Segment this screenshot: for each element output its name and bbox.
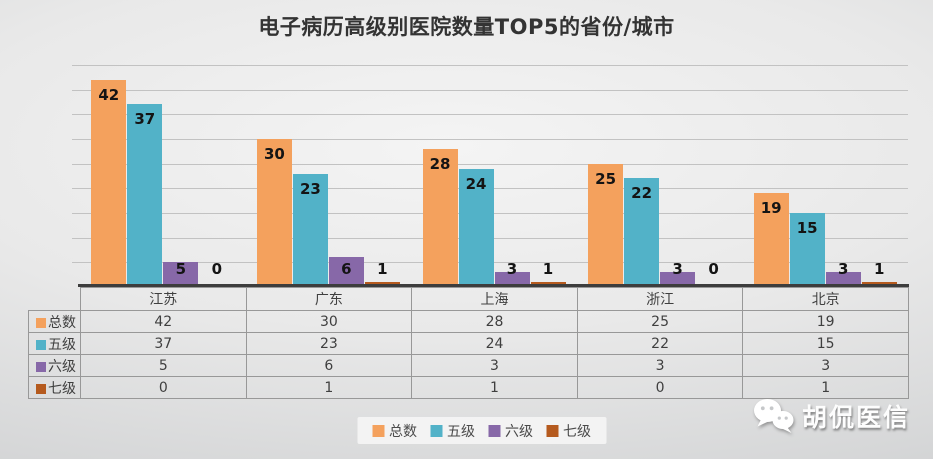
- bar-总数-广东: [256, 139, 292, 287]
- bar-六级-上海: [494, 272, 530, 287]
- table-cell: 5: [80, 354, 247, 377]
- bar-data-label: 28: [429, 154, 451, 173]
- table-cell: 0: [576, 376, 744, 399]
- legend-label: 五级: [447, 423, 475, 440]
- table-cell: 28: [411, 310, 578, 333]
- table-cell: 23: [245, 332, 413, 355]
- bar-六级-浙江: [660, 272, 696, 287]
- legend-key-icon: [36, 339, 46, 350]
- bar-data-label: 24: [465, 174, 487, 193]
- legend-key-icon: [36, 317, 46, 328]
- table-cell: 15: [742, 332, 909, 355]
- series-row-label: 五级: [28, 332, 81, 355]
- table-cell: 22: [576, 332, 744, 355]
- series-row-label: 七级: [28, 376, 81, 399]
- legend-key-icon: [372, 424, 384, 437]
- gridline: [72, 163, 908, 165]
- bar-data-label: 3: [672, 260, 683, 278]
- bar-五级-广东: [292, 173, 328, 287]
- category-header: 广东: [245, 287, 413, 311]
- data-table: 江苏 广东 上海 浙江 北京 总数 42 30 28 25 19 五级 37 23 24 22 15 六级 5 6 3 3…: [28, 287, 909, 399]
- bar-六级-江苏: [163, 262, 199, 287]
- table-cell: 3: [742, 354, 909, 377]
- series-row-label: 总数: [28, 310, 81, 333]
- table-cell: 1: [245, 376, 413, 399]
- table-cell: 3: [411, 354, 578, 377]
- table-cell: 24: [411, 332, 578, 355]
- category-header: 江苏: [80, 287, 247, 311]
- category-header: 浙江: [576, 287, 744, 311]
- bar-data-label: 0: [211, 260, 223, 278]
- legend-item-六级: 六级: [488, 421, 533, 441]
- bar-data-label: 6: [341, 260, 352, 278]
- bar-data-label: 0: [708, 260, 719, 278]
- watermark-text: 胡侃医信: [802, 402, 911, 432]
- legend-key-icon: [430, 424, 442, 437]
- category-header: 上海: [411, 287, 578, 311]
- bar-data-label: 1: [873, 260, 885, 278]
- series-name: 七级: [48, 380, 76, 397]
- bar-data-label: 3: [837, 260, 849, 278]
- bar-data-label: 25: [595, 169, 617, 188]
- category-header: 北京: [742, 287, 909, 311]
- wechat-icon: [754, 399, 794, 433]
- bar-data-label: 3: [506, 260, 518, 278]
- legend-key-icon: [546, 424, 558, 437]
- bar-data-label: 1: [542, 260, 554, 278]
- bar-data-label: 19: [760, 199, 782, 218]
- chart-title: 电子病历高级别医院数量TOP5的省份/城市: [258, 15, 675, 39]
- bar-data-label: 37: [134, 110, 156, 129]
- watermark: 胡侃医信: [753, 397, 910, 434]
- gridline: [72, 139, 908, 140]
- legend-item-七级: 七级: [546, 421, 591, 441]
- gridline: [72, 89, 908, 91]
- legend-key-icon: [488, 424, 500, 437]
- legend-label: 总数: [389, 423, 417, 440]
- table-cell: 0: [80, 376, 247, 399]
- bar-data-label: 5: [175, 260, 187, 278]
- gridline: [72, 114, 908, 116]
- bar-六级-北京: [825, 272, 861, 287]
- table-cell: 19: [742, 310, 909, 333]
- series-row-label: 六级: [28, 354, 81, 377]
- bar-data-label: 30: [263, 145, 285, 163]
- series-name: 五级: [48, 336, 76, 353]
- bar-五级-浙江: [624, 178, 660, 287]
- bar-六级-广东: [328, 257, 364, 287]
- legend-item-总数: 总数: [372, 421, 417, 441]
- table-cell: 3: [576, 354, 744, 377]
- bar-data-label: 15: [796, 219, 818, 237]
- legend-label: 七级: [563, 423, 591, 440]
- bar-五级-上海: [458, 168, 494, 287]
- table-corner-cell: [29, 288, 81, 311]
- table-cell: 25: [576, 310, 744, 333]
- series-name: 六级: [48, 358, 76, 375]
- legend-key-icon: [36, 361, 46, 372]
- bar-总数-浙江: [588, 163, 624, 287]
- bar-data-label: 1: [377, 260, 388, 278]
- series-name: 总数: [48, 314, 76, 331]
- bar-五级-北京: [789, 213, 825, 287]
- table-cell: 42: [80, 310, 247, 333]
- legend-label: 六级: [505, 423, 533, 440]
- bar-总数-上海: [422, 148, 458, 287]
- legend-key-icon: [36, 383, 46, 394]
- legend-item-五级: 五级: [430, 421, 475, 441]
- chart-legend: 总数 五级 六级 七级: [357, 417, 606, 444]
- table-cell: 37: [80, 332, 247, 355]
- bar-总数-江苏: [91, 79, 127, 287]
- gridline: [72, 65, 908, 66]
- bar-总数-北京: [753, 193, 789, 287]
- table-cell: 1: [411, 376, 578, 399]
- bar-五级-江苏: [127, 104, 163, 287]
- bar-data-label: 23: [299, 179, 321, 198]
- plot-area: 42 37 5 0 30 23 6 1 28 24 3 1 25 22 3 0 19 15 3 1: [72, 65, 908, 287]
- bar-data-label: 22: [631, 184, 653, 203]
- bar-data-label: 42: [98, 85, 120, 104]
- table-cell: 6: [245, 354, 413, 377]
- x-axis-line: [78, 284, 909, 287]
- table-cell: 30: [245, 310, 413, 333]
- table-cell: 1: [742, 376, 909, 399]
